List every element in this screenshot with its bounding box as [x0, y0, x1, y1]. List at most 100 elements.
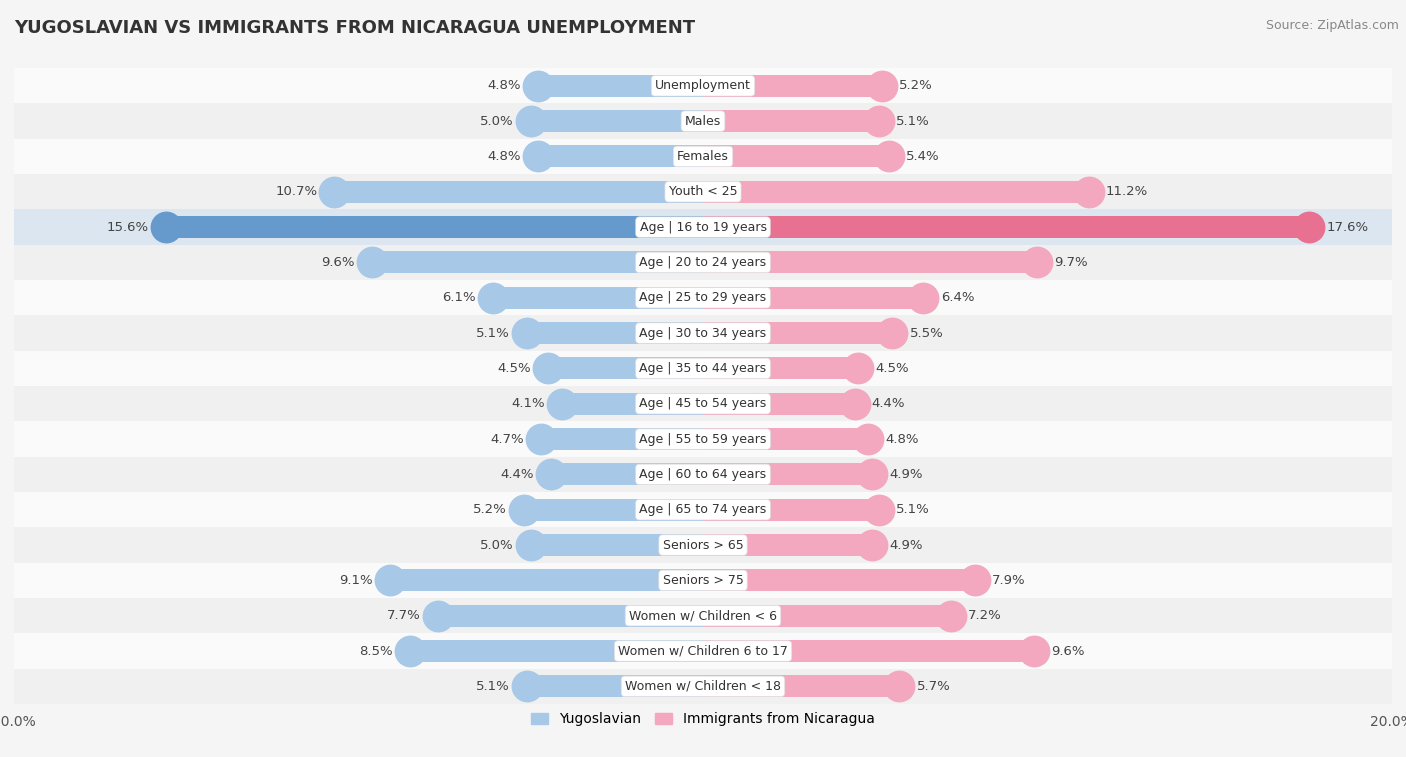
- Bar: [494, 287, 703, 309]
- Bar: [166, 217, 703, 238]
- Bar: [437, 605, 703, 627]
- Text: 9.1%: 9.1%: [339, 574, 373, 587]
- Bar: [14, 598, 1392, 634]
- Bar: [14, 68, 1392, 104]
- Bar: [527, 322, 703, 344]
- Text: Women w/ Children < 18: Women w/ Children < 18: [626, 680, 780, 693]
- Bar: [703, 322, 893, 344]
- Bar: [703, 287, 924, 309]
- Bar: [524, 499, 703, 521]
- Bar: [703, 463, 872, 485]
- Text: 5.0%: 5.0%: [479, 538, 513, 552]
- Bar: [14, 668, 1392, 704]
- Text: 9.7%: 9.7%: [1054, 256, 1088, 269]
- Bar: [537, 145, 703, 167]
- Legend: Yugoslavian, Immigrants from Nicaragua: Yugoslavian, Immigrants from Nicaragua: [526, 707, 880, 732]
- Bar: [548, 357, 703, 379]
- Bar: [562, 393, 703, 415]
- Text: Age | 30 to 34 years: Age | 30 to 34 years: [640, 326, 766, 340]
- Text: 4.5%: 4.5%: [498, 362, 531, 375]
- Bar: [541, 428, 703, 450]
- Text: 6.4%: 6.4%: [941, 291, 974, 304]
- Text: YUGOSLAVIAN VS IMMIGRANTS FROM NICARAGUA UNEMPLOYMENT: YUGOSLAVIAN VS IMMIGRANTS FROM NICARAGUA…: [14, 19, 695, 37]
- Bar: [537, 75, 703, 97]
- Bar: [14, 210, 1392, 245]
- Bar: [703, 534, 872, 556]
- Text: Unemployment: Unemployment: [655, 79, 751, 92]
- Bar: [14, 104, 1392, 139]
- Bar: [14, 422, 1392, 456]
- Bar: [703, 217, 1309, 238]
- Bar: [703, 428, 869, 450]
- Text: 4.8%: 4.8%: [886, 432, 920, 446]
- Text: Age | 16 to 19 years: Age | 16 to 19 years: [640, 220, 766, 234]
- Text: Seniors > 75: Seniors > 75: [662, 574, 744, 587]
- Bar: [14, 280, 1392, 316]
- Bar: [703, 75, 882, 97]
- Bar: [14, 562, 1392, 598]
- Bar: [703, 605, 950, 627]
- Text: 17.6%: 17.6%: [1326, 220, 1368, 234]
- Text: 5.1%: 5.1%: [896, 503, 929, 516]
- Text: 7.2%: 7.2%: [969, 609, 1002, 622]
- Bar: [14, 492, 1392, 528]
- Bar: [14, 174, 1392, 210]
- Text: 15.6%: 15.6%: [107, 220, 149, 234]
- Text: Age | 25 to 29 years: Age | 25 to 29 years: [640, 291, 766, 304]
- Text: 4.1%: 4.1%: [510, 397, 544, 410]
- Text: Source: ZipAtlas.com: Source: ZipAtlas.com: [1265, 19, 1399, 32]
- Text: Males: Males: [685, 114, 721, 128]
- Text: 5.2%: 5.2%: [900, 79, 934, 92]
- Text: Women w/ Children < 6: Women w/ Children < 6: [628, 609, 778, 622]
- Text: 10.7%: 10.7%: [276, 185, 318, 198]
- Bar: [531, 534, 703, 556]
- Text: Females: Females: [678, 150, 728, 163]
- Text: 4.5%: 4.5%: [875, 362, 908, 375]
- Text: 5.0%: 5.0%: [479, 114, 513, 128]
- Bar: [531, 111, 703, 132]
- Bar: [551, 463, 703, 485]
- Bar: [703, 640, 1033, 662]
- Bar: [335, 181, 703, 203]
- Text: 5.7%: 5.7%: [917, 680, 950, 693]
- Bar: [14, 316, 1392, 350]
- Bar: [703, 251, 1038, 273]
- Text: 9.6%: 9.6%: [1050, 644, 1084, 658]
- Text: 5.1%: 5.1%: [477, 680, 510, 693]
- Bar: [703, 357, 858, 379]
- Bar: [14, 350, 1392, 386]
- Text: Youth < 25: Youth < 25: [669, 185, 737, 198]
- Bar: [14, 139, 1392, 174]
- Text: 4.9%: 4.9%: [889, 538, 922, 552]
- Text: 4.4%: 4.4%: [501, 468, 534, 481]
- Text: 9.6%: 9.6%: [322, 256, 356, 269]
- Bar: [14, 528, 1392, 562]
- Text: 4.7%: 4.7%: [491, 432, 524, 446]
- Bar: [373, 251, 703, 273]
- Bar: [703, 393, 855, 415]
- Text: 5.4%: 5.4%: [907, 150, 939, 163]
- Bar: [527, 675, 703, 697]
- Bar: [703, 181, 1088, 203]
- Text: Age | 60 to 64 years: Age | 60 to 64 years: [640, 468, 766, 481]
- Text: Age | 35 to 44 years: Age | 35 to 44 years: [640, 362, 766, 375]
- Bar: [14, 456, 1392, 492]
- Bar: [14, 210, 1392, 245]
- Bar: [389, 569, 703, 591]
- Text: 4.8%: 4.8%: [486, 150, 520, 163]
- Text: Age | 20 to 24 years: Age | 20 to 24 years: [640, 256, 766, 269]
- Text: 8.5%: 8.5%: [360, 644, 392, 658]
- Text: 5.2%: 5.2%: [472, 503, 506, 516]
- Text: Seniors > 65: Seniors > 65: [662, 538, 744, 552]
- Text: 7.7%: 7.7%: [387, 609, 420, 622]
- Text: 5.1%: 5.1%: [896, 114, 929, 128]
- Bar: [703, 675, 900, 697]
- Text: Women w/ Children 6 to 17: Women w/ Children 6 to 17: [619, 644, 787, 658]
- Bar: [14, 386, 1392, 422]
- Text: Age | 65 to 74 years: Age | 65 to 74 years: [640, 503, 766, 516]
- Bar: [14, 634, 1392, 668]
- Text: 4.8%: 4.8%: [486, 79, 520, 92]
- Bar: [703, 111, 879, 132]
- Bar: [411, 640, 703, 662]
- Bar: [14, 245, 1392, 280]
